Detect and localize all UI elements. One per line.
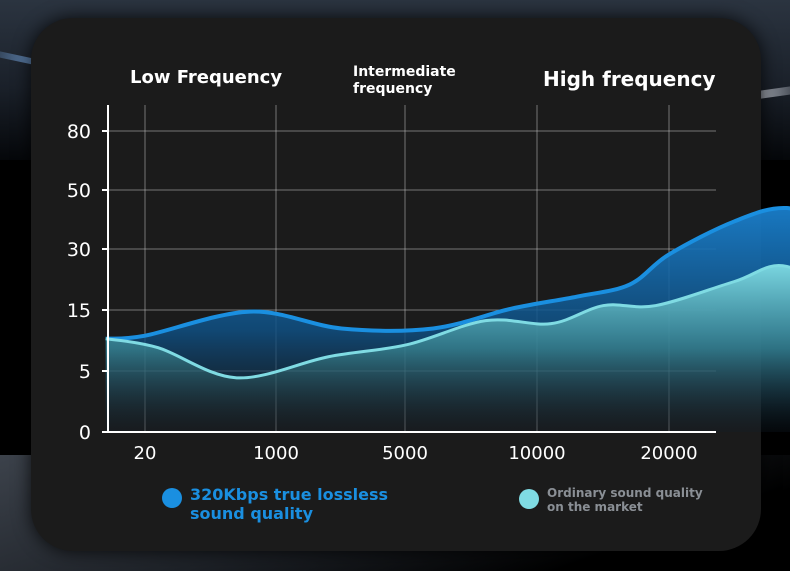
- x-tick-label: 20000: [640, 443, 697, 464]
- legend-label-lossless: 320Kbps true lossless sound quality: [190, 485, 389, 523]
- y-tick-label: 15: [67, 300, 91, 322]
- series-line-lossless: [105, 206, 790, 341]
- legend-label-market: Ordinary sound quality on the market: [547, 486, 703, 514]
- x-tick-label: 10000: [508, 443, 565, 464]
- series-line-market: [105, 264, 790, 380]
- legend-dot-market: [519, 489, 539, 509]
- y-tick-label: 30: [67, 239, 91, 261]
- x-tick-label: 1000: [253, 443, 299, 464]
- legend-item-lossless: 320Kbps true lossless sound quality: [162, 485, 390, 523]
- series-area-market: [105, 265, 790, 432]
- y-tick-label: 0: [79, 422, 91, 444]
- y-tick-label: 5: [79, 361, 91, 383]
- legend-item-market: Ordinary sound quality on the market: [519, 486, 707, 514]
- x-tick-label: 20: [134, 443, 157, 464]
- y-tick-label: 50: [67, 180, 91, 202]
- region-label-intermediate: Intermediate frequency: [353, 64, 456, 97]
- x-tick-label: 5000: [382, 443, 428, 464]
- region-label-high: High frequency: [543, 67, 716, 91]
- legend-dot-lossless: [162, 488, 182, 508]
- region-label-low: Low Frequency: [130, 67, 283, 88]
- y-tick-label: 80: [67, 121, 91, 143]
